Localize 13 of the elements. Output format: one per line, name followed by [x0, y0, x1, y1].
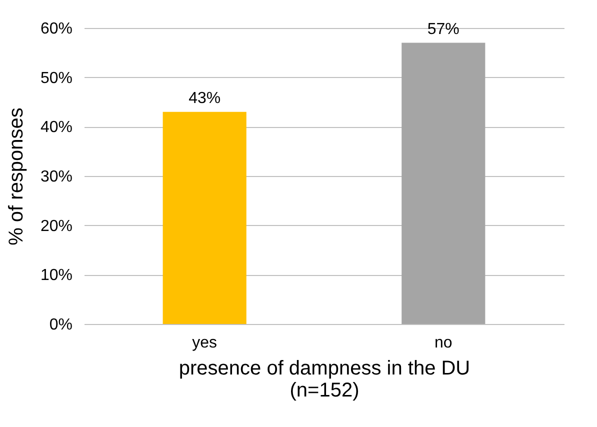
y-tick-label: 30%	[40, 168, 72, 186]
x-tick-label: no	[434, 334, 452, 352]
y-tick-label: 10%	[40, 267, 72, 284]
y-tick-label: 50%	[40, 70, 72, 87]
y-tick-label: 60%	[40, 20, 72, 38]
data-label: 43%	[188, 90, 221, 107]
y-axis-title: % of responses	[5, 108, 28, 246]
y-tick-label: 0%	[49, 316, 72, 334]
x-tick-label: yes	[192, 334, 218, 352]
y-tick-label: 40%	[40, 119, 72, 136]
y-tick-label: 20%	[40, 218, 72, 235]
x-axis-title: presence of dampness in the DU (n=152)	[178, 358, 470, 402]
data-label: 57%	[427, 20, 460, 38]
